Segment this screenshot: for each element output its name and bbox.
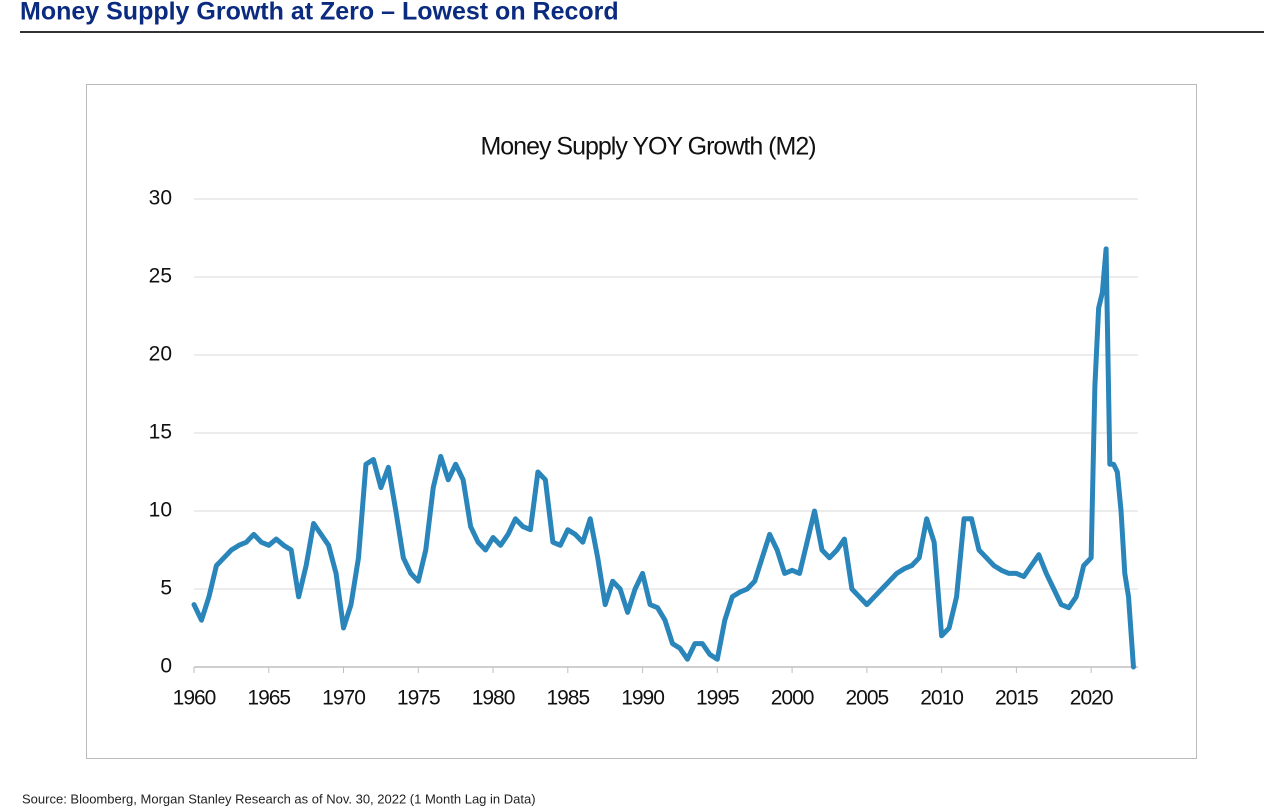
x-tick-label: 1995 xyxy=(696,687,739,710)
x-tick-label: 1985 xyxy=(546,687,589,710)
x-tick-label: 2000 xyxy=(771,687,814,710)
page-title: Money Supply Growth at Zero – Lowest on … xyxy=(20,0,619,26)
x-tick-label: 1965 xyxy=(247,687,290,710)
y-tick-label: 30 xyxy=(149,187,172,210)
x-tick-label: 2020 xyxy=(1070,687,1113,710)
y-tick-label: 10 xyxy=(149,499,172,522)
y-tick-label: 5 xyxy=(160,577,172,600)
y-tick-label: 0 xyxy=(160,655,172,678)
source-note: Source: Bloomberg, Morgan Stanley Resear… xyxy=(22,791,536,806)
x-tick-label: 1975 xyxy=(397,687,440,710)
x-tick-label: 1990 xyxy=(621,687,664,710)
chart-frame xyxy=(86,84,1197,759)
title-rule xyxy=(20,31,1264,33)
x-tick-label: 2010 xyxy=(920,687,963,710)
x-tick-label: 2015 xyxy=(995,687,1038,710)
y-tick-label: 15 xyxy=(149,421,172,444)
chart-title: Money Supply YOY Growth (M2) xyxy=(480,133,815,161)
x-tick-label: 2005 xyxy=(845,687,888,710)
y-tick-label: 25 xyxy=(149,265,172,288)
x-tick-label: 1980 xyxy=(472,687,515,710)
data-line xyxy=(191,246,1136,670)
y-tick-label: 20 xyxy=(149,343,172,366)
plot: 0 5 10 15 20 25 30 1960 1965 1970 1975 1980 1985 1990… xyxy=(149,187,1138,710)
x-tick-label: 1960 xyxy=(173,687,216,710)
x-tick-label: 1970 xyxy=(322,687,365,710)
